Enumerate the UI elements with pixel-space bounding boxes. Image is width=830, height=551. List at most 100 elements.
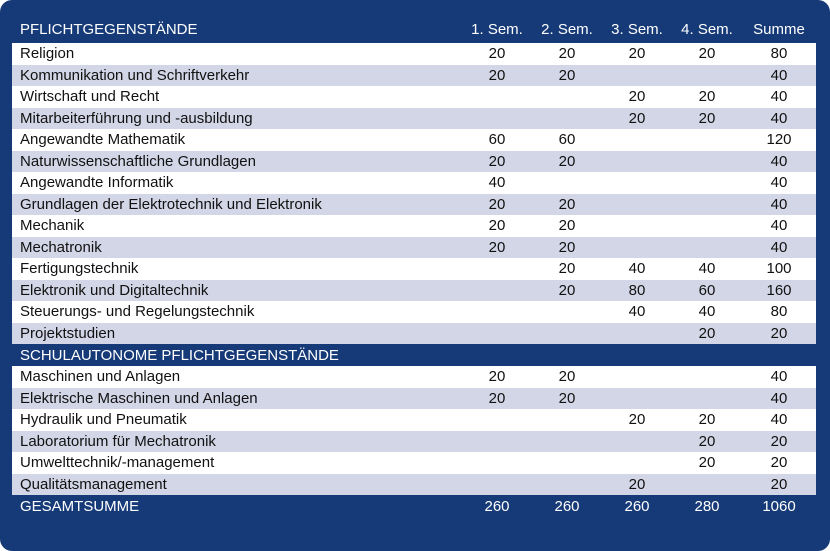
sem2-hours <box>532 473 602 495</box>
sem4-hours: 40 <box>672 258 742 280</box>
total-sum: 1060 <box>762 497 796 515</box>
sem1-hours <box>462 409 532 431</box>
subject-name: Grundlagen der Elektrotechnik und Elektr… <box>12 193 462 215</box>
sem2-hours <box>532 301 602 323</box>
sem1-hours <box>462 430 532 452</box>
sem4-hours <box>672 366 742 388</box>
sum-hours: 20 <box>742 430 816 452</box>
sem3-hours <box>602 452 672 474</box>
sum-hours: 80 <box>742 301 816 323</box>
subject-name: Elektrische Maschinen und Anlagen <box>12 387 462 409</box>
table-row: Grundlagen der Elektrotechnik und Elektr… <box>12 193 816 215</box>
sem3-hours <box>602 215 672 237</box>
sem4-hours <box>672 64 742 86</box>
header-sem2: 2. Sem. <box>541 20 593 38</box>
sem2-hours: 60 <box>532 129 602 151</box>
sem4-hours: 20 <box>672 86 742 108</box>
total-sem2: 260 <box>554 497 580 515</box>
sem3-hours: 80 <box>602 279 672 301</box>
sem1-hours: 20 <box>462 43 532 65</box>
sem4-hours: 20 <box>672 452 742 474</box>
subject-name: Umwelttechnik/-management <box>12 452 462 474</box>
sem3-hours <box>602 193 672 215</box>
sem4-hours <box>672 150 742 172</box>
sem2-hours: 20 <box>532 387 602 409</box>
sem3-hours: 40 <box>602 301 672 323</box>
sum-hours: 40 <box>742 150 816 172</box>
subject-name: Steuerungs- und Regelungstechnik <box>12 301 462 323</box>
table-row: Mechatronik 20 20 40 <box>12 236 816 258</box>
sem4-hours <box>672 387 742 409</box>
sem2-hours: 20 <box>532 150 602 172</box>
sum-hours: 40 <box>742 409 816 431</box>
curriculum-table: PFLICHTGEGENSTÄNDE 1. Sem. 2. Sem. 3. Se… <box>12 15 816 517</box>
table-row: Maschinen und Anlagen 20 20 40 <box>12 366 816 388</box>
sem1-hours <box>462 322 532 344</box>
table-row: Qualitätsmanagement 20 20 <box>12 473 816 495</box>
sem2-hours <box>532 107 602 129</box>
header-sem4: 4. Sem. <box>681 20 733 38</box>
header-sem3: 3. Sem. <box>611 20 663 38</box>
subheader-title: SCHULAUTONOME PFLICHTGEGENSTÄNDE <box>12 344 816 366</box>
table-row: Projektstudien 20 20 <box>12 322 816 344</box>
table-row: Naturwissenschaftliche Grundlagen 20 20 40 <box>12 150 816 172</box>
sem4-hours: 20 <box>672 430 742 452</box>
table-row: Kommunikation und Schriftverkehr 20 20 40 <box>12 64 816 86</box>
sem3-hours: 20 <box>602 43 672 65</box>
total-sem3: 260 <box>624 497 650 515</box>
table-row: Steuerungs- und Regelungstechnik 40 40 80 <box>12 301 816 323</box>
table-row: Elektronik und Digitaltechnik 20 80 60 160 <box>12 279 816 301</box>
sem2-hours: 20 <box>532 236 602 258</box>
subject-name: Religion <box>12 43 462 65</box>
sem1-hours <box>462 301 532 323</box>
sum-hours: 40 <box>742 193 816 215</box>
subject-name: Elektronik und Digitaltechnik <box>12 279 462 301</box>
autonomous-subjects-body: Maschinen und Anlagen 20 20 40 Elektrische M… <box>12 366 816 495</box>
sum-hours: 80 <box>742 43 816 65</box>
sem2-hours: 20 <box>532 43 602 65</box>
sem2-hours <box>532 322 602 344</box>
sem1-hours: 20 <box>462 236 532 258</box>
sum-hours: 20 <box>742 473 816 495</box>
sem4-hours <box>672 193 742 215</box>
sem4-hours: 40 <box>672 301 742 323</box>
autonomous-subjects-header-row: SCHULAUTONOME PFLICHTGEGENSTÄNDE <box>12 344 816 366</box>
table-row: Umwelttechnik/-management 20 20 <box>12 452 816 474</box>
sum-hours: 40 <box>742 387 816 409</box>
sum-hours: 20 <box>742 452 816 474</box>
sum-hours: 120 <box>742 129 816 151</box>
sum-hours: 40 <box>742 86 816 108</box>
sem3-hours <box>602 430 672 452</box>
sum-hours: 20 <box>742 322 816 344</box>
sem1-hours <box>462 279 532 301</box>
sem1-hours: 20 <box>462 150 532 172</box>
sem2-hours <box>532 86 602 108</box>
sem4-hours: 20 <box>672 43 742 65</box>
sem3-hours <box>602 366 672 388</box>
sum-hours: 40 <box>742 366 816 388</box>
sum-hours: 100 <box>742 258 816 280</box>
table-row: Angewandte Mathematik 60 60 120 <box>12 129 816 151</box>
sum-hours: 40 <box>742 215 816 237</box>
mandatory-subjects-body: Religion 20 20 20 20 80 Kommunikation und Schr… <box>12 43 816 344</box>
sem1-hours: 40 <box>462 172 532 194</box>
sem2-hours <box>532 409 602 431</box>
sem3-hours: 20 <box>602 86 672 108</box>
sum-hours: 40 <box>742 236 816 258</box>
sem4-hours <box>672 129 742 151</box>
sem4-hours <box>672 473 742 495</box>
sem2-hours: 20 <box>532 215 602 237</box>
subject-name: Maschinen und Anlagen <box>12 366 462 388</box>
sem4-hours <box>672 215 742 237</box>
sem3-hours <box>602 387 672 409</box>
sem3-hours: 20 <box>602 107 672 129</box>
sem1-hours: 60 <box>462 129 532 151</box>
sem4-hours: 20 <box>672 322 742 344</box>
sem2-hours <box>532 452 602 474</box>
sum-hours: 160 <box>742 279 816 301</box>
subject-name: Qualitätsmanagement <box>12 473 462 495</box>
sem2-hours <box>532 430 602 452</box>
sem3-hours: 40 <box>602 258 672 280</box>
total-sem4: 280 <box>694 497 720 515</box>
